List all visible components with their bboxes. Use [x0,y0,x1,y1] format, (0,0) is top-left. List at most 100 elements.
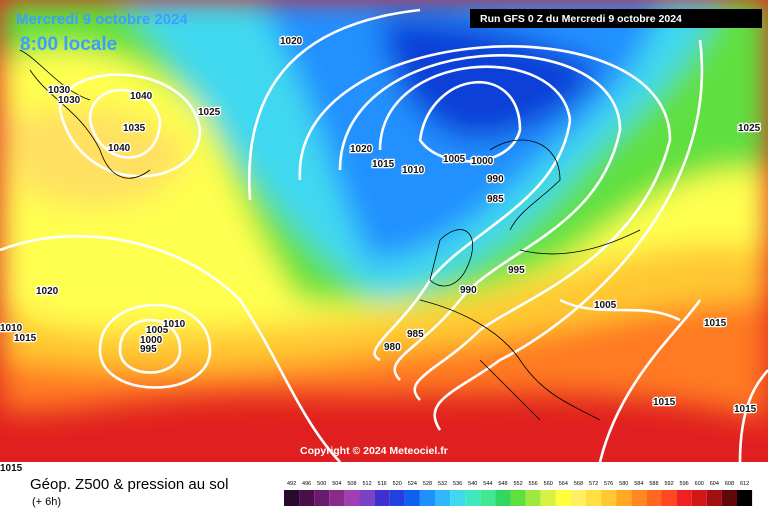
scale-swatch [389,490,405,506]
scale-swatch [616,490,632,506]
scale-swatch [465,490,481,506]
scale-label: 520 [393,481,402,487]
footer-subtitle: (+ 6h) [32,496,61,508]
scale-swatch [314,490,330,506]
scale-label: 552 [513,481,522,487]
scale-label: 496 [302,481,311,487]
isobar-label: 1020 [350,144,373,155]
scale-label: 560 [544,481,553,487]
isobar-label: 995 [140,344,157,355]
scale-swatch [510,490,526,506]
scale-label: 592 [664,481,673,487]
isobar-label: 1000 [471,156,494,167]
scale-label: 596 [680,481,689,487]
time: 8:00 locale [20,34,117,55]
isobar-label: 1040 [130,91,153,102]
scale-swatch [525,490,541,506]
scale-swatch [706,490,722,506]
scale-label: 536 [453,481,462,487]
isobar-label: 1015 [704,318,727,329]
isobar-label: 995 [508,265,525,276]
scale-swatch [661,490,677,506]
scale-swatch [329,490,345,506]
scale-swatch [344,490,360,506]
isobar-label: 1025 [738,123,761,134]
date: Mercredi 9 octobre 2024 [16,11,188,28]
scale-swatch [691,490,707,506]
isobar-label: 1000 [140,335,163,346]
isobar-label: 1010 [163,319,186,330]
scale-label: 532 [438,481,447,487]
isobar-label: 1005 [443,154,466,165]
isobar-label: 1030 [48,85,71,96]
scale-label: 544 [483,481,492,487]
scale-label: 576 [604,481,613,487]
scale-label: 580 [619,481,628,487]
scale-label: 564 [559,481,568,487]
scale-swatch [721,490,737,506]
scale-swatch [435,490,451,506]
map-field [0,0,768,462]
scale-label: 504 [332,481,341,487]
scale-swatch [480,490,496,506]
isobar-label: 1010 [402,165,425,176]
scale-label: 572 [589,481,598,487]
scale-swatch [540,490,556,506]
scale-swatch [570,490,586,506]
isobar-label: 1020 [36,286,59,297]
isobar-label: 1030 [58,95,81,106]
scale-label: 528 [423,481,432,487]
run-info: Run GFS 0 Z du Mercredi 9 octobre 2024 [480,13,682,25]
isobar-label: 990 [460,285,477,296]
scale-label: 508 [347,481,356,487]
scale-label: 600 [695,481,704,487]
isobar-label: 1015 [0,463,23,474]
isobar-label: 985 [487,194,504,205]
isobar-label: 1015 [372,159,395,170]
scale-label: 568 [574,481,583,487]
scale-label: 584 [634,481,643,487]
copyright: Copyright © 2024 Meteociel.fr [300,445,448,457]
isobar-label: 1040 [108,143,131,154]
isobar-label: 1010 [0,323,23,334]
scale-label: 548 [498,481,507,487]
isobar-label: 1035 [123,123,146,134]
scale-swatch [601,490,617,506]
scale-swatch [359,490,375,506]
run-box [470,9,762,28]
scale-label: 588 [649,481,658,487]
scale-label: 604 [710,481,719,487]
footer-title: Géop. Z500 & pression au sol [30,476,228,493]
isobar-label: 990 [487,174,504,185]
isobar-label: 985 [407,329,424,340]
scale-swatch [631,490,647,506]
isobar-label: 1015 [14,333,37,344]
scale-label: 516 [378,481,387,487]
scale-swatch [646,490,662,506]
isobar-label: 1015 [653,397,676,408]
scale-swatch [586,490,602,506]
isobar-label: 980 [384,342,401,353]
isobar-label: 1005 [146,325,169,336]
scale-swatch [419,490,435,506]
scale-swatch [676,490,692,506]
color-scale: 492 496 500 504 508 512 516 520 524 528 532 536 540 5… [284,481,753,506]
coastlines [19,49,641,421]
scale-swatch [495,490,511,506]
isobar-label: 1020 [280,36,303,47]
isobars [0,8,768,462]
scale-label: 492 [287,481,296,487]
scale-label: 524 [408,481,417,487]
scale-label: 500 [317,481,326,487]
scale-label: 540 [468,481,477,487]
scale-swatch [299,490,315,506]
scale-label: 556 [529,481,538,487]
isobar-label: 1005 [594,300,617,311]
scale-swatch [737,490,753,506]
scale-swatch [555,490,571,506]
scale-label: 512 [362,481,371,487]
scale-swatch [284,490,300,506]
